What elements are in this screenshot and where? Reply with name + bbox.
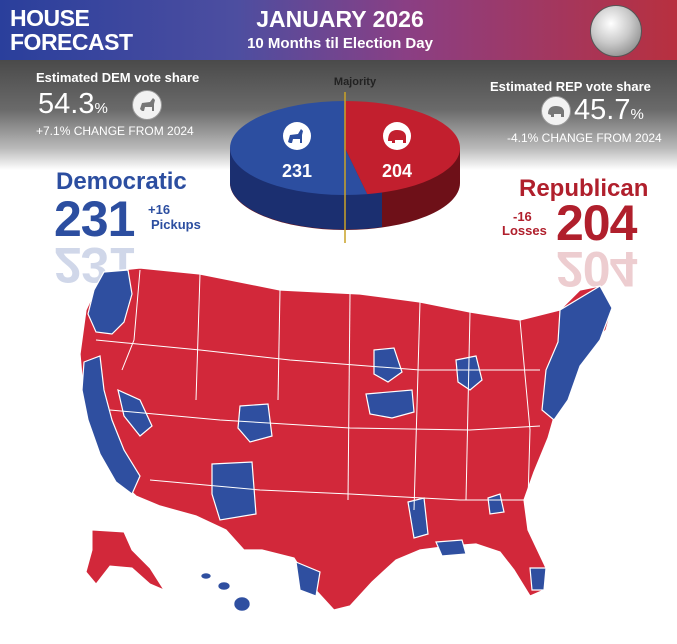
eagle-logo [590,5,642,57]
dem-california-coast [81,355,141,495]
rep-seat-count: 204 [556,195,637,251]
header-banner: HOUSE FORECAST JANUARY 2026 10 Months ti… [0,0,677,60]
dem-mississippi-delta [407,497,429,539]
hawaii-maui [217,581,231,591]
title-line-1: HOUSE [10,5,90,31]
dem-share-value: 54.3% [38,88,108,120]
dem-pickups-label: Pickups [151,217,201,232]
rep-losses: -16 [513,209,532,224]
donkey-pie-icon [288,129,303,143]
pie-dem-side [230,148,382,230]
pie-dem-seats: 231 [282,161,312,181]
dem-share-label: Estimated DEM vote share [36,70,200,85]
title-line-2: FORECAST [10,29,133,55]
dem-florida [529,567,547,591]
republican-label: Republican [519,175,649,202]
rep-share-label: Estimated REP vote share [490,79,651,94]
us-mainland [79,267,613,611]
democratic-label: Democratic [56,168,187,195]
dem-minnesota [373,347,403,383]
seat-pie-chart: 231 204 [229,92,460,243]
forecast-date: JANUARY 2026 [256,6,424,32]
rep-change-text: -4.1% CHANGE FROM 2024 [507,131,662,145]
pie-rep-seats: 204 [382,161,412,181]
dem-pickups: +16 [148,202,171,217]
rep-losses-label: Losses [502,223,547,238]
forecast-subtitle: 10 Months til Election Day [247,35,433,52]
state-borders [95,269,541,511]
dem-louisiana [435,539,467,557]
dem-colorado [237,403,273,443]
dem-new-mexico [211,461,257,521]
hawaii-oahu [200,572,212,580]
dem-atlanta [487,493,505,515]
rep-share-value: 45.7% [574,94,644,126]
elephant-icon [541,96,571,126]
majority-label: Majority [333,76,377,88]
elephant-pie-icon [388,130,406,143]
dem-change-text: +7.1% CHANGE FROM 2024 [36,124,194,138]
alaska-shape [85,529,166,592]
dem-illinois [365,389,415,419]
contiguous-us [79,267,613,611]
dem-seat-count: 231 [54,191,135,247]
house-forecast-title: HOUSE FORECAST [10,6,133,54]
dem-pacific-northwest [87,269,133,335]
donkey-icon [132,90,162,120]
dem-texas-south [295,561,321,597]
alaska [85,529,166,592]
dem-northeast [541,285,613,421]
hawaii [200,572,251,612]
us-district-map [79,267,613,612]
hawaii-big-island [233,596,251,612]
